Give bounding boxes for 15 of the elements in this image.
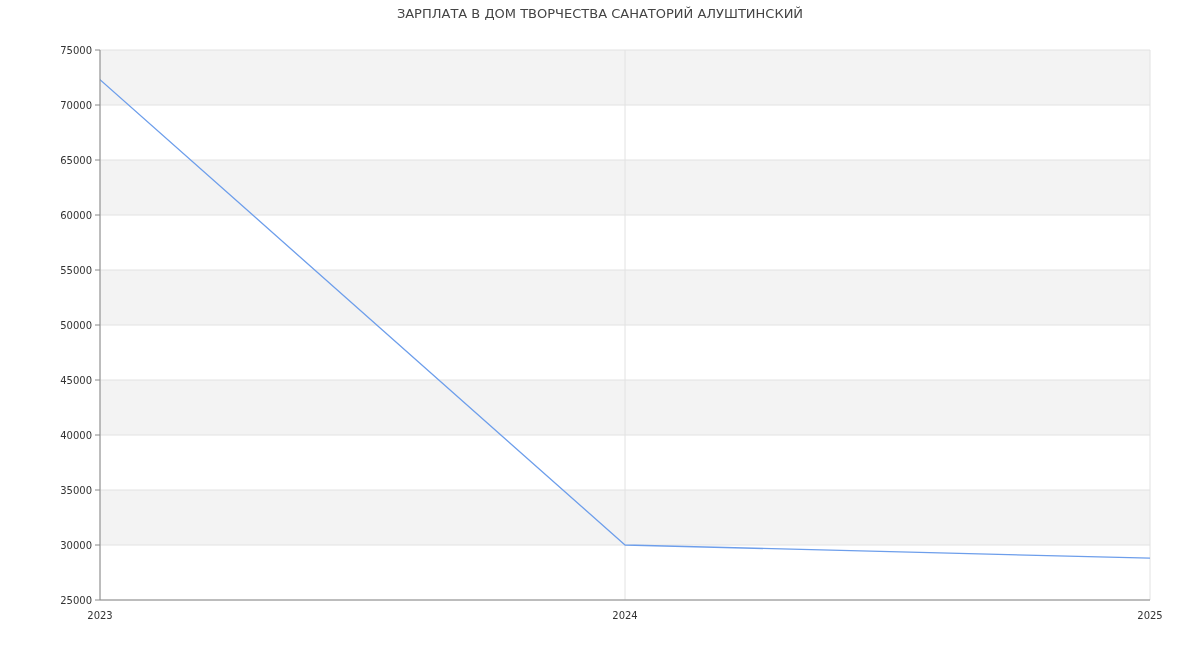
- y-tick-label: 60000: [60, 209, 92, 221]
- y-tick-label: 55000: [60, 264, 92, 276]
- x-tick-label: 2024: [612, 610, 638, 622]
- x-tick-label: 2025: [1137, 610, 1163, 622]
- y-tick-label: 70000: [60, 99, 92, 111]
- y-tick-label: 25000: [60, 594, 92, 606]
- y-tick-label: 75000: [60, 44, 92, 56]
- chart-title: ЗАРПЛАТА В ДОМ ТВОРЧЕСТВА САНАТОРИЙ АЛУШТИНСКИЙ: [395, 5, 805, 22]
- y-tick-label: 40000: [60, 429, 92, 441]
- y-tick-label: 30000: [60, 539, 92, 551]
- y-tick-label: 65000: [60, 154, 92, 166]
- x-tick-label: 2023: [87, 610, 113, 622]
- y-tick-label: 35000: [60, 484, 92, 496]
- y-tick-label: 50000: [60, 319, 92, 331]
- y-tick-label: 45000: [60, 374, 92, 386]
